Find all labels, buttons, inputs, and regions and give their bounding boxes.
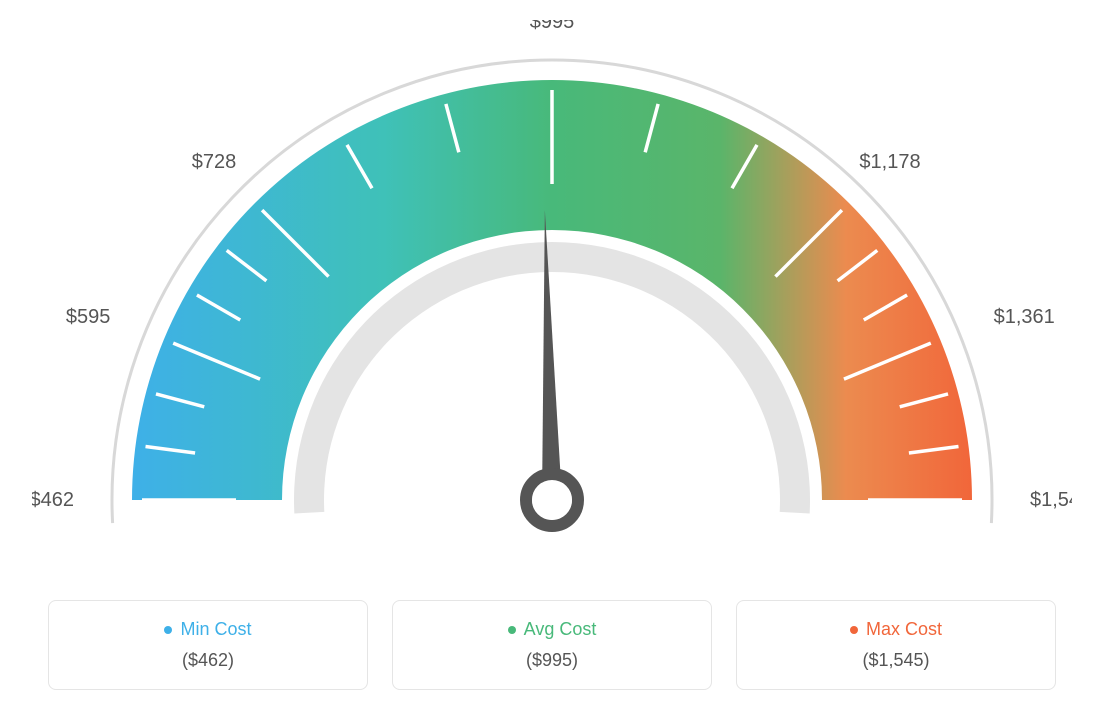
legend-card-min: Min Cost ($462) [48,600,368,690]
legend-label-avg: Avg Cost [524,619,597,640]
svg-text:$1,178: $1,178 [859,151,920,173]
legend-title-min: Min Cost [164,619,251,640]
cost-gauge-chart: $462 $595 $728 $995 $1,178 $1,361 $1,545 Min C… [20,20,1084,690]
legend-dot-min [164,626,172,634]
legend-row: Min Cost ($462) Avg Cost ($995) Max Cost… [20,600,1084,690]
svg-text:$462: $462 [32,489,74,511]
gauge-svg-container: $462 $595 $728 $995 $1,178 $1,361 $1,545 [20,20,1084,560]
svg-text:$1,361: $1,361 [994,306,1055,328]
legend-title-max: Max Cost [850,619,942,640]
legend-label-max: Max Cost [866,619,942,640]
legend-value-avg: ($995) [403,650,701,671]
svg-text:$728: $728 [192,151,237,173]
legend-value-min: ($462) [59,650,357,671]
legend-dot-max [850,626,858,634]
svg-text:$1,545: $1,545 [1030,489,1072,511]
legend-dot-avg [508,626,516,634]
legend-card-avg: Avg Cost ($995) [392,600,712,690]
legend-label-min: Min Cost [180,619,251,640]
legend-value-max: ($1,545) [747,650,1045,671]
legend-title-avg: Avg Cost [508,619,597,640]
gauge-svg: $462 $595 $728 $995 $1,178 $1,361 $1,545 [32,20,1072,560]
svg-text:$595: $595 [66,306,111,328]
legend-card-max: Max Cost ($1,545) [736,600,1056,690]
svg-text:$995: $995 [530,20,575,33]
